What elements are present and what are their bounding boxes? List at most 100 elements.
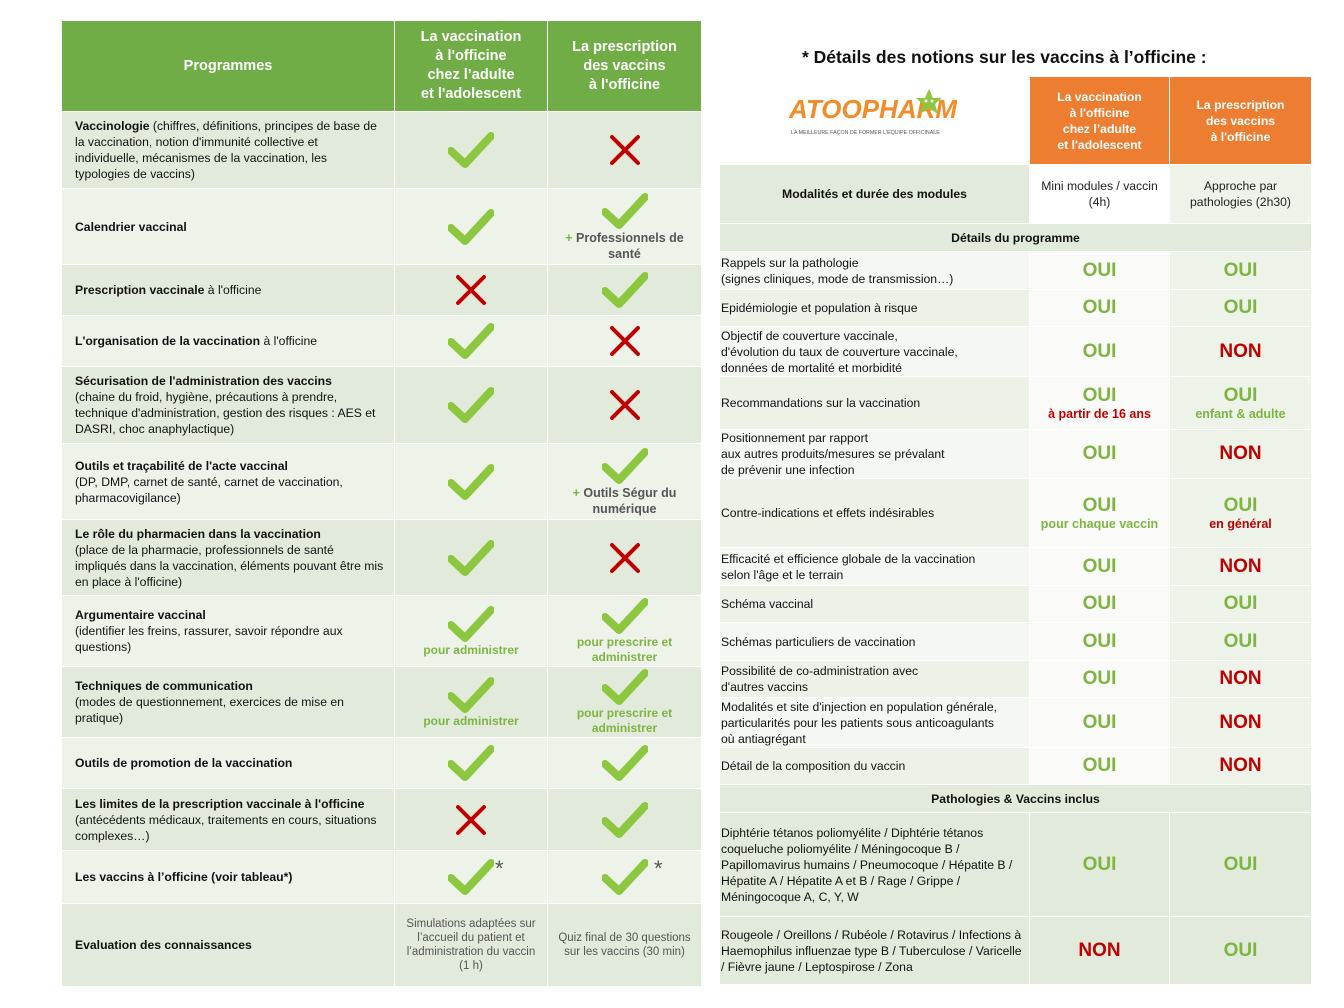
oui-value: OUI (1082, 494, 1117, 516)
detail-row: Recommandations sur la vaccination OUI à p… (719, 376, 1312, 430)
evaluation-detail: Simulations adaptées sur l’accueil du pa… (406, 918, 536, 972)
vaccination-value: OUI (1029, 812, 1170, 917)
note-text: Professionnels de santé (572, 230, 684, 261)
vaccination-cell (394, 519, 548, 596)
program-description: Outils de promotion de la vaccination (61, 737, 395, 789)
note-text: pour prescrire et administrer (576, 635, 673, 664)
details-table: La vaccination à l'officine chez l’adult… (719, 76, 1312, 985)
program-detail: (modes de questionnement, exercices de m… (75, 695, 344, 725)
program-row: Les vaccins à l’officine (voir tableau*)… (61, 850, 702, 904)
value-qualifier: enfant & adulte (1195, 406, 1286, 421)
program-detail: (chaine du froid, hygiène, précautions à… (75, 390, 376, 436)
detail-row: Contre-indications et effets indésirable… (719, 478, 1312, 548)
program-row: Outils de promotion de la vaccination (61, 737, 702, 789)
program-description: Argumentaire vaccinal (identifier les fre… (61, 595, 395, 667)
program-title: Sécurisation de l'administration des vac… (75, 374, 332, 388)
check-icon (395, 322, 547, 360)
program-title: Les vaccins à l’officine (voir tableau*) (75, 870, 293, 884)
header-prescription-label: La prescription des vaccins à l'officine (572, 38, 677, 93)
prescription-cell (547, 519, 702, 596)
check-icon (395, 744, 547, 782)
modalites-c1: Mini modules / vaccin (4h) (1029, 164, 1170, 224)
detail-row: Possibilité de co-administration avec d'… (719, 660, 1312, 698)
vaccination-cell: pour administrer (394, 666, 548, 738)
prescription-value: NON (1169, 660, 1312, 698)
program-description: Vaccinologie (chiffres, définitions, pri… (61, 111, 395, 189)
program-detail: (antécédents médicaux, traitements en co… (75, 812, 377, 843)
program-title: Prescription vaccinale (75, 283, 205, 297)
prescription-cell: pour prescrire et administrer (547, 595, 702, 667)
detail-row: Détail de la composition du vaccin OUI NON (719, 747, 1312, 785)
header-programmes: Programmes (61, 20, 395, 112)
program-description: Prescription vaccinale à l'officine (61, 264, 395, 316)
check-icon (548, 744, 701, 782)
logo-cell (719, 76, 1030, 165)
detail-row: Rougeole / Oreillons / Rubéole / Rotavir… (719, 916, 1312, 985)
program-title: Outils et traçabilité de l'acte vaccinal (75, 458, 288, 473)
prescription-value: OUI en général (1169, 478, 1312, 548)
oui-value: OUI (1082, 711, 1117, 733)
check-icon (548, 597, 701, 635)
program-row: Argumentaire vaccinal (identifier les fre… (61, 595, 702, 667)
program-detail: (DP, DMP, carnet de santé, carnet de vac… (75, 474, 343, 505)
oui-value: OUI (1082, 668, 1117, 689)
program-row: Les limites de la prescription vaccinale… (61, 788, 702, 851)
program-description: Techniques de communication (modes de que… (61, 666, 395, 738)
non-value: NON (1219, 340, 1262, 362)
program-row: Le rôle du pharmacien dans la vaccinatio… (61, 519, 702, 596)
header-programmes-label: Programmes (183, 57, 273, 74)
vaccination-value: OUI (1029, 289, 1170, 327)
atoopharm-logo: ATOOPHARM LA MEILLEURE FAÇON DE FORMER L… (788, 89, 957, 136)
program-description: Outils et traçabilité de l'acte vaccinal… (61, 443, 395, 520)
vaccination-cell: pour administrer (394, 595, 548, 667)
program-row: Calendrier vaccinal + Professionnels de s… (61, 188, 702, 265)
program-description: Les limites de la prescription vaccinale… (61, 788, 395, 851)
detail-row: Objectif de couverture vaccinale, d'évol… (719, 326, 1312, 377)
program-title: Techniques de communication (75, 679, 253, 693)
vaccination-cell (394, 188, 548, 265)
non-value: NON (1219, 555, 1262, 577)
program-detail: à l'officine (260, 334, 318, 348)
header-prescription-r: La prescription des vaccins à l'officine (1169, 76, 1312, 165)
program-row: Evaluation des connaissances Simulations … (61, 903, 702, 987)
program-title: Evaluation des connaissances (75, 938, 252, 952)
program-description: Calendrier vaccinal (61, 188, 395, 265)
check-icon (395, 539, 547, 577)
check-icon (395, 605, 547, 643)
detail-label: Recommandations sur la vaccination (719, 376, 1030, 430)
detail-row: Modalités et site d'injection en populat… (719, 697, 1312, 748)
program-row: Prescription vaccinale à l'officine (61, 264, 702, 316)
non-value: NON (1219, 711, 1262, 733)
detail-label: Schémas particuliers de vaccination (719, 622, 1030, 661)
vaccination-value: OUI pour chaque vaccin (1029, 478, 1170, 548)
prescription-cell (547, 737, 702, 789)
non-value: NON (1078, 939, 1121, 961)
vaccination-value: OUI (1029, 697, 1170, 748)
evaluation-detail: Quiz final de 30 questions sur les vacci… (558, 932, 691, 958)
cell-note: + Professionnels de santé (548, 230, 701, 262)
value-qualifier: à partir de 16 ans (1048, 406, 1151, 421)
oui-value: OUI (1082, 630, 1117, 652)
vaccination-value: OUI (1029, 429, 1170, 479)
program-detail: (place de la pharmacie, professionnels d… (75, 542, 384, 589)
program-description: Le rôle du pharmacien dans la vaccinatio… (61, 519, 395, 596)
prescription-cell: + Professionnels de santé (547, 188, 702, 265)
program-row: Vaccinologie (chiffres, définitions, pri… (61, 111, 702, 189)
note-text: Outils Ségur du numérique (579, 485, 677, 516)
oui-value: OUI (1223, 593, 1258, 614)
program-description: Evaluation des connaissances (61, 903, 395, 987)
program-description: Sécurisation de l'administration des vac… (61, 366, 395, 444)
detail-row: Schéma vaccinal OUI OUI (719, 585, 1312, 623)
prescription-cell (547, 315, 702, 367)
oui-value: OUI (1223, 494, 1258, 516)
vaccination-cell (394, 366, 548, 444)
detail-label: Diphtérie tétanos poliomyélite / Diphtér… (719, 812, 1030, 917)
vaccination-cell (394, 443, 548, 520)
program-title: L'organisation de la vaccination (75, 334, 261, 348)
prescription-value: OUI enfant & adulte (1169, 376, 1312, 430)
detail-row: Epidémiologie et population à risque OUI O… (719, 289, 1312, 327)
prescription-cell (547, 111, 702, 189)
program-description: L'organisation de la vaccination à l'off… (61, 315, 395, 367)
header-prescription-r-label: La prescription des vaccins à l'officine (1196, 97, 1285, 144)
modalites-c2: Approche par pathologies (2h30) (1169, 164, 1312, 224)
